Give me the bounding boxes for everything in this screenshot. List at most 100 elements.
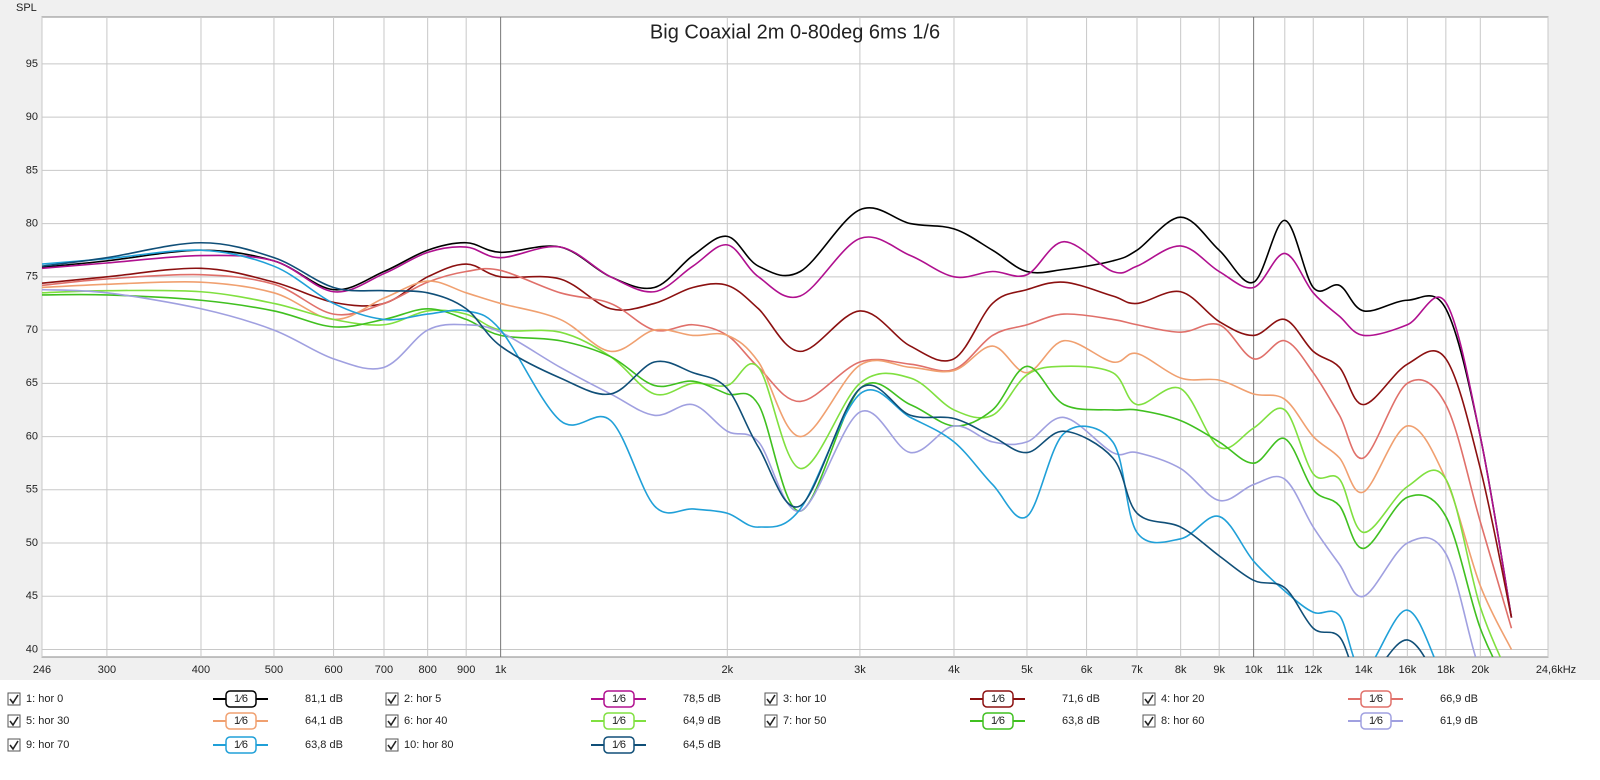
y-tick-label: 85 bbox=[26, 164, 38, 176]
checkmark bbox=[9, 694, 19, 705]
visibility-checkbox[interactable] bbox=[7, 692, 21, 706]
legend-name: 8: hor 60 bbox=[1161, 715, 1204, 727]
y-tick-label: 95 bbox=[26, 58, 38, 70]
smoothing-button[interactable] bbox=[1360, 690, 1392, 708]
smoothing-label: 1⁄6 bbox=[612, 693, 626, 705]
smoothing-button[interactable] bbox=[225, 712, 257, 730]
x-tick-label: 400 bbox=[192, 664, 210, 676]
smoothing-label: 1⁄6 bbox=[234, 715, 248, 727]
x-tick-label: 24,6kHz bbox=[1536, 664, 1576, 676]
visibility-checkbox[interactable] bbox=[1142, 692, 1156, 706]
y-tick-label: 65 bbox=[26, 377, 38, 389]
x-tick-label: 1k bbox=[495, 664, 507, 676]
x-tick-label: 7k bbox=[1131, 664, 1143, 676]
x-tick-label: 700 bbox=[375, 664, 393, 676]
legend-name: 1: hor 0 bbox=[26, 693, 63, 705]
plot-area bbox=[41, 16, 1549, 658]
smoothing-button[interactable] bbox=[603, 712, 635, 730]
response-curve bbox=[42, 289, 1502, 657]
response-curve bbox=[42, 267, 1513, 629]
y-tick-label: 60 bbox=[26, 430, 38, 442]
smoothing-button[interactable] bbox=[1360, 712, 1392, 730]
legend-name: 9: hor 70 bbox=[26, 739, 69, 751]
chart-title: Big Coaxial 2m 0-80deg 6ms 1/6 bbox=[650, 21, 940, 43]
y-tick-label: 40 bbox=[26, 643, 38, 655]
smoothing-label: 1⁄6 bbox=[612, 739, 626, 751]
visibility-checkbox[interactable] bbox=[1142, 714, 1156, 728]
legend-name: 4: hor 20 bbox=[1161, 693, 1204, 705]
legend-level: 63,8 dB bbox=[305, 739, 343, 751]
smoothing-label: 1⁄6 bbox=[612, 715, 626, 727]
visibility-checkbox[interactable] bbox=[7, 714, 21, 728]
legend-level: 78,5 dB bbox=[683, 693, 721, 705]
visibility-checkbox[interactable] bbox=[7, 738, 21, 752]
x-tick-label: 11k bbox=[1276, 664, 1293, 676]
x-tick-label: 20k bbox=[1471, 664, 1489, 676]
legend-level: 64,9 dB bbox=[683, 715, 721, 727]
checkmark bbox=[387, 716, 397, 727]
legend-level: 66,9 dB bbox=[1440, 693, 1478, 705]
response-curve bbox=[42, 263, 1513, 618]
visibility-checkbox[interactable] bbox=[764, 692, 778, 706]
x-tick-label: 3k bbox=[854, 664, 866, 676]
smoothing-button[interactable] bbox=[225, 690, 257, 708]
visibility-checkbox[interactable] bbox=[764, 714, 778, 728]
smoothing-button[interactable] bbox=[603, 690, 635, 708]
x-tick-label: 4k bbox=[948, 664, 960, 676]
x-tick-label: 18k bbox=[1437, 664, 1455, 676]
visibility-checkbox[interactable] bbox=[385, 714, 399, 728]
x-tick-label: 14k bbox=[1355, 664, 1373, 676]
visibility-checkbox[interactable] bbox=[385, 738, 399, 752]
x-tick-label: 16k bbox=[1398, 664, 1416, 676]
response-curve bbox=[42, 236, 1513, 618]
response-curve bbox=[42, 293, 1494, 657]
response-curve bbox=[42, 241, 1426, 657]
legend-name: 2: hor 5 bbox=[404, 693, 441, 705]
checkmark bbox=[9, 740, 19, 751]
response-curve bbox=[42, 288, 1477, 657]
legend-name: 6: hor 40 bbox=[404, 715, 447, 727]
x-tick-label: 300 bbox=[98, 664, 116, 676]
smoothing-label: 1⁄6 bbox=[1369, 715, 1383, 727]
legend-name: 3: hor 10 bbox=[783, 693, 826, 705]
legend-level: 63,8 dB bbox=[1062, 715, 1100, 727]
x-tick-label: 10k bbox=[1245, 664, 1263, 676]
checkmark bbox=[387, 694, 397, 705]
y-tick-label: 50 bbox=[26, 537, 38, 549]
legend-name: 10: hor 80 bbox=[404, 739, 454, 751]
legend-level: 71,6 dB bbox=[1062, 693, 1100, 705]
checkmark bbox=[766, 716, 776, 727]
response-curve bbox=[42, 249, 1435, 657]
y-tick-label: 70 bbox=[26, 324, 38, 336]
smoothing-button[interactable] bbox=[603, 736, 635, 754]
response-curve bbox=[42, 207, 1513, 618]
y-axis-label: SPL bbox=[16, 2, 37, 14]
x-tick-label: 800 bbox=[418, 664, 436, 676]
x-tick-label: 8k bbox=[1175, 664, 1187, 676]
visibility-checkbox[interactable] bbox=[385, 692, 399, 706]
checkmark bbox=[1144, 694, 1154, 705]
smoothing-button[interactable] bbox=[982, 690, 1014, 708]
legend-name: 5: hor 30 bbox=[26, 715, 69, 727]
x-tick-label: 12k bbox=[1304, 664, 1322, 676]
smoothing-label: 1⁄6 bbox=[234, 739, 248, 751]
x-tick-label: 6k bbox=[1081, 664, 1093, 676]
x-tick-label: 5k bbox=[1021, 664, 1033, 676]
y-tick-label: 55 bbox=[26, 484, 38, 496]
response-curve bbox=[42, 280, 1513, 650]
x-tick-label: 9k bbox=[1213, 664, 1225, 676]
y-tick-label: 90 bbox=[26, 111, 38, 123]
checkmark bbox=[387, 740, 397, 751]
x-tick-label: 2k bbox=[721, 664, 733, 676]
smoothing-button[interactable] bbox=[982, 712, 1014, 730]
smoothing-button[interactable] bbox=[225, 736, 257, 754]
y-tick-label: 80 bbox=[26, 217, 38, 229]
smoothing-label: 1⁄6 bbox=[991, 693, 1005, 705]
y-tick-label: 75 bbox=[26, 271, 38, 283]
x-tick-label: 500 bbox=[265, 664, 283, 676]
legend-level: 64,1 dB bbox=[305, 715, 343, 727]
legend-name: 7: hor 50 bbox=[783, 715, 826, 727]
legend-level: 64,5 dB bbox=[683, 739, 721, 751]
x-tick-label: 246 bbox=[33, 664, 51, 676]
